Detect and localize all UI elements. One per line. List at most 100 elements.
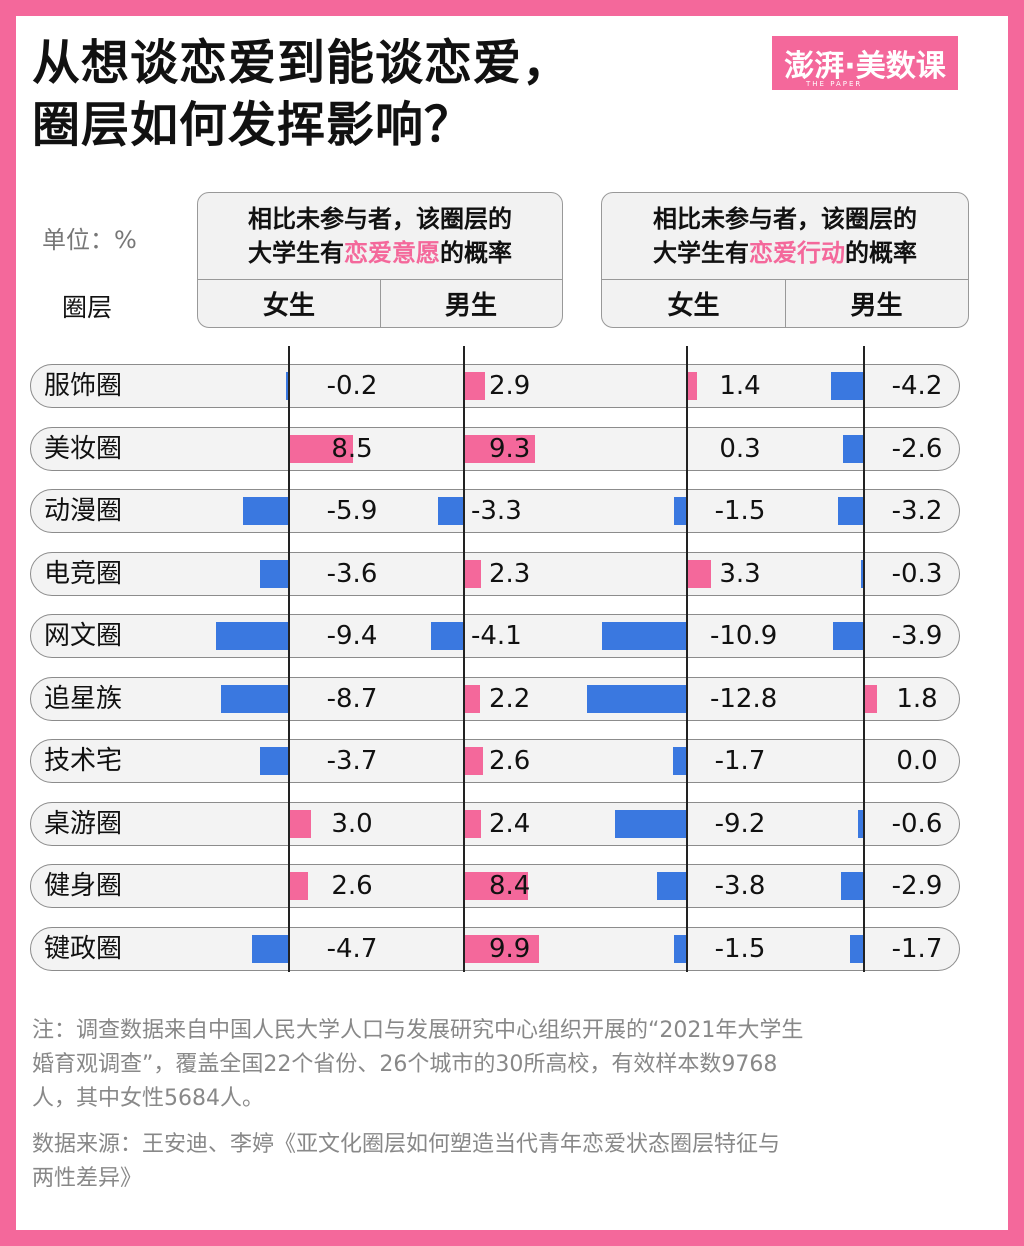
table-row [30, 801, 960, 846]
table-row [30, 489, 960, 533]
logo-subtext: THE PAPER [806, 80, 863, 88]
page-title: 从想谈恋爱到能谈恋爱， 圈层如何发挥影响？ [32, 32, 571, 156]
data-label: -1.5 [714, 496, 766, 526]
data-label: -4.1 [471, 621, 522, 651]
data-label: 0.3 [719, 433, 761, 464]
data-label: 2.4 [489, 808, 531, 839]
axis-line [463, 346, 465, 972]
bar-mark [463, 684, 480, 713]
data-label: -2.6 [891, 433, 943, 464]
bar-mark [463, 747, 484, 775]
row-label: 电竞圈 [44, 558, 123, 589]
data-label: 3.3 [719, 558, 761, 589]
bar-mark [674, 934, 686, 963]
data-label: -3.2 [891, 496, 943, 526]
row-label: 美妆圈 [44, 433, 123, 464]
data-label: 8.5 [331, 433, 373, 464]
row-label: 追星族 [44, 683, 123, 714]
group1-male-header: 男生 [444, 290, 497, 321]
data-label: -3.6 [326, 558, 378, 589]
bar-mark [858, 809, 863, 838]
bar-mark [463, 872, 528, 900]
unit-label: 单位：% [42, 226, 137, 254]
note-line-2: 婚育观调查”，覆盖全国22个省份、26个城市的30所高校，有效样本数9768 [32, 1052, 778, 1077]
data-label: -0.3 [891, 558, 943, 589]
source-line-1: 数据来源：王安迪、李婷《亚文化圈层如何塑造当代青年恋爱状态圈层特征与 [32, 1132, 781, 1157]
data-label: 9.3 [489, 433, 531, 464]
bar-mark [587, 684, 686, 713]
data-label: 2.6 [331, 871, 373, 901]
header-group-willingness-title: 相比未参与者，该圈层的 大学生有恋爱意愿的概率 [198, 193, 562, 280]
data-label: 2.9 [489, 371, 531, 401]
bar-mark [259, 747, 288, 775]
header-group-action: 相比未参与者，该圈层的 大学生有恋爱行动的概率 女生 男生 [601, 192, 969, 328]
bar-mark [431, 622, 463, 650]
row-label: 健身圈 [44, 871, 123, 901]
row-label: 桌游圈 [44, 808, 123, 839]
data-label: -2.9 [891, 871, 943, 901]
table-row [30, 739, 960, 783]
axis-line [686, 346, 688, 972]
axis-line [288, 346, 290, 972]
brand-logo: 澎湃·美数课 [772, 36, 958, 90]
bar-mark [463, 559, 481, 588]
bar-mark [863, 684, 877, 713]
group2-highlight: 恋爱行动 [749, 239, 845, 267]
row-label: 动漫圈 [44, 496, 123, 526]
bar-mark [656, 872, 686, 900]
group2-male-header: 男生 [850, 290, 903, 321]
source-note: 数据来源：王安迪、李婷《亚文化圈层如何塑造当代青年恋爱状态圈层特征与 两性差异》 [32, 1128, 972, 1196]
bar-mark [849, 934, 863, 963]
data-label: 9.9 [489, 933, 531, 964]
bar-mark [463, 934, 540, 963]
data-label: -9.2 [714, 808, 766, 839]
group2-female-header: 女生 [602, 279, 786, 327]
logo-text: 澎湃·美数课 [784, 49, 946, 84]
data-label: -0.2 [326, 371, 378, 401]
source-line-2: 两性差异》 [32, 1166, 143, 1191]
data-label: 2.2 [489, 683, 531, 714]
axis-line [863, 346, 865, 972]
table-row [30, 364, 960, 408]
data-label: -3.3 [471, 496, 522, 526]
bar-mark [463, 372, 486, 400]
group1-highlight: 恋爱意愿 [344, 239, 440, 267]
group1-line2: 大学生有恋爱意愿的概率 [248, 236, 512, 270]
bar-mark [437, 497, 463, 525]
footnote: 注：调查数据来自中国人民大学人口与发展研究中心组织开展的“2021年大学生 婚育… [32, 1014, 972, 1116]
data-label: 0.0 [896, 746, 938, 776]
data-label: -3.7 [326, 746, 378, 776]
data-label: 3.0 [331, 808, 373, 839]
data-label: -3.8 [714, 871, 766, 901]
table-row [30, 551, 960, 596]
group2-line1: 相比未参与者，该圈层的 [653, 205, 917, 233]
bar-mark [615, 809, 686, 838]
data-label: -0.6 [891, 808, 943, 839]
data-label: -12.8 [710, 683, 778, 714]
bar-mark [686, 372, 697, 400]
group1-line2-pre: 大学生有 [248, 239, 344, 267]
bar-mark [463, 809, 482, 838]
table-row [30, 676, 960, 721]
data-label: -8.7 [326, 683, 378, 714]
data-label: -4.2 [891, 371, 943, 401]
bar-mark [672, 747, 686, 775]
data-label: -10.9 [710, 621, 778, 651]
bar-mark [288, 872, 309, 900]
bar-mark [840, 872, 863, 900]
bar-mark [842, 434, 863, 463]
data-label: -4.7 [326, 933, 378, 964]
bar-mark [674, 497, 686, 525]
bar-mark [215, 622, 288, 650]
data-label: -1.7 [714, 746, 766, 776]
row-label: 服饰圈 [44, 371, 123, 401]
bar-mark [860, 559, 863, 588]
bar-mark [686, 559, 712, 588]
data-label: 1.4 [719, 371, 761, 401]
group1-female-header: 女生 [198, 279, 381, 327]
group2-line2-post: 的概率 [845, 239, 917, 267]
header-group-action-title: 相比未参与者，该圈层的 大学生有恋爱行动的概率 [602, 193, 968, 280]
bar-mark [602, 622, 686, 650]
data-label: 2.6 [489, 746, 531, 776]
bar-mark [251, 934, 288, 963]
